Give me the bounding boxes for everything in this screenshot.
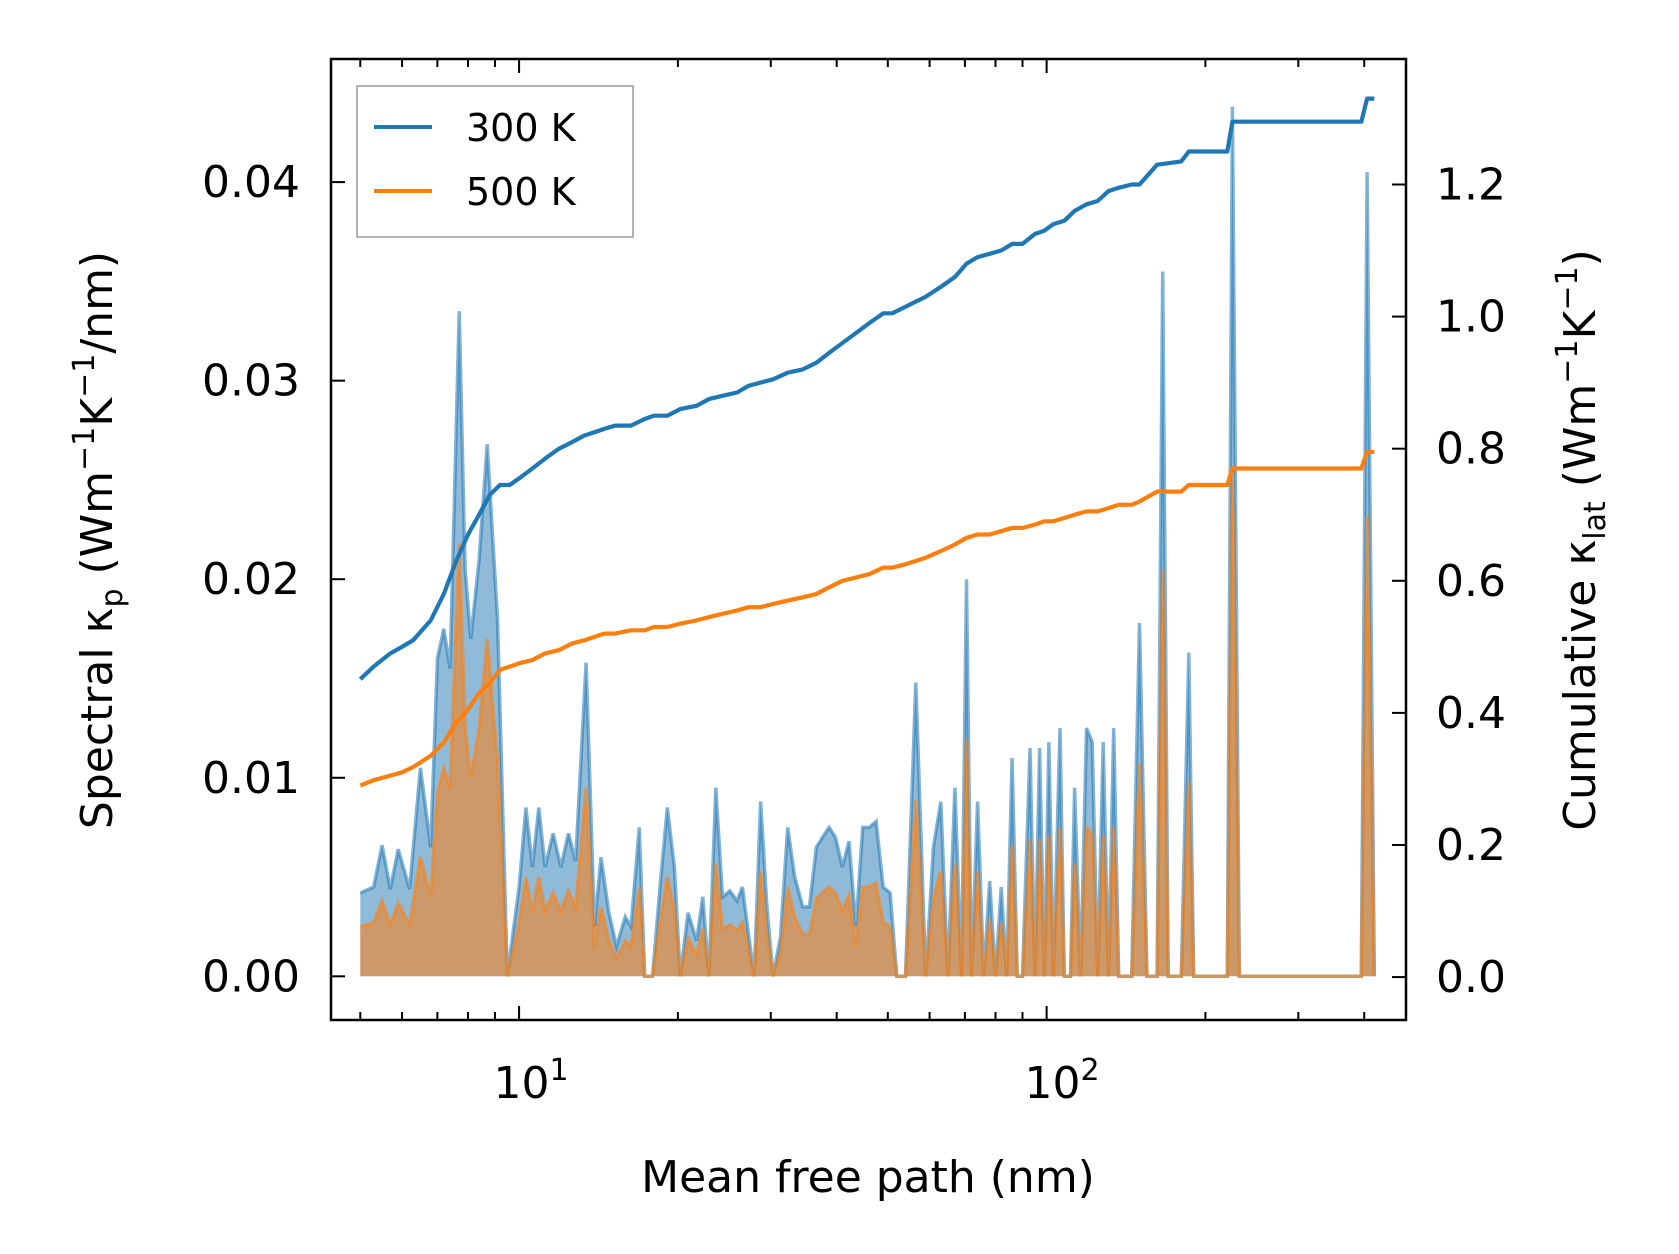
y-left-tick-label: 0.00 [202, 951, 300, 1002]
y-left-tick-label: 0.03 [202, 356, 300, 407]
y-right-tick-label: 0.6 [1436, 556, 1506, 607]
x-tick-labels: 101 102 [493, 1053, 1099, 1109]
legend-label-500k: 500 K [466, 170, 577, 214]
y-right-tick-labels: 0.0 0.2 0.4 0.6 0.8 1.0 1.2 [1436, 159, 1506, 1003]
y-right-tick-label: 0.0 [1436, 952, 1506, 1003]
legend: 300 K 500 K [356, 85, 634, 238]
cumulative-line-300k [358, 96, 1375, 681]
y-right-tick-label: 1.2 [1436, 159, 1506, 210]
x-tick-label-10: 101 [493, 1053, 568, 1109]
y-right-tick-label: 0.8 [1436, 424, 1506, 475]
y-left-tick-label: 0.04 [202, 157, 300, 208]
y-left-tick-label: 0.02 [202, 554, 300, 605]
y-left-tick-labels: 0.00 0.01 0.02 0.03 0.04 [202, 157, 300, 1002]
y-left-tick-label: 0.01 [202, 753, 300, 804]
tick-layer [331, 59, 1406, 1020]
legend-box [356, 85, 634, 238]
y-right-tick-label: 0.4 [1436, 688, 1506, 739]
plot-frame [329, 57, 1408, 1022]
cumulative-line-layer [358, 96, 1375, 788]
legend-label-300k: 300 K [466, 106, 577, 150]
spectral-edge-500k [359, 475, 1377, 979]
x-tick-label-100: 102 [1024, 1053, 1099, 1109]
spectral-fill-layer [359, 106, 1377, 979]
spectral-edge-300k [359, 106, 1377, 979]
y-axis-label-right: Cumulative κlat (Wm−1K−1) [1550, 249, 1613, 831]
x-axis-label: Mean free path (nm) [641, 1152, 1095, 1203]
y-right-tick-label: 1.0 [1436, 292, 1506, 343]
cumulative-line-500k [359, 449, 1375, 788]
y-right-tick-label: 0.2 [1436, 820, 1506, 871]
y-axis-label-left: Spectral κp (Wm−1K−1/nm) [67, 251, 130, 829]
spectral-area-500k [360, 476, 1375, 977]
